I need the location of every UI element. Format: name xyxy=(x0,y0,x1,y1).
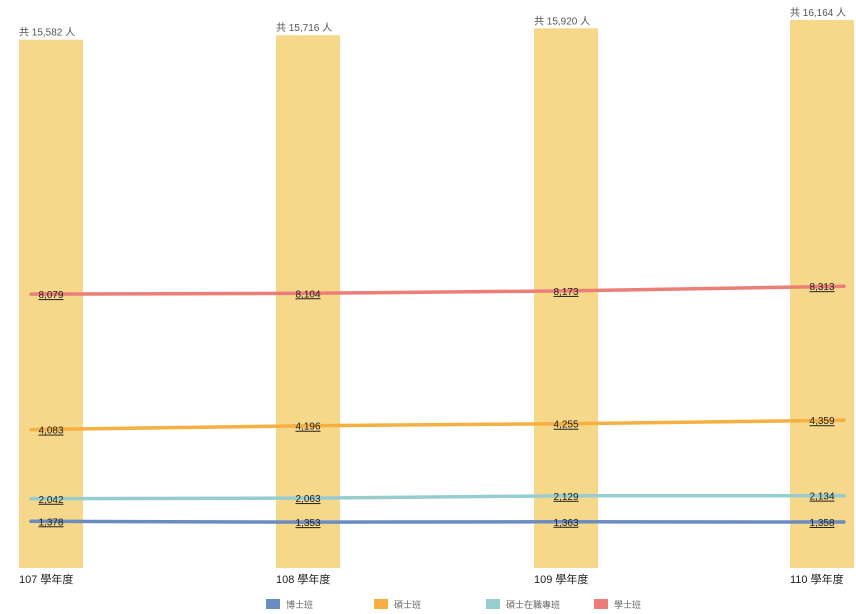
total-bar xyxy=(534,28,598,568)
category-label: 110 學年度 xyxy=(790,572,844,586)
total-bar xyxy=(19,39,83,568)
value-label: 4,255 xyxy=(553,420,578,431)
value-label: 2,042 xyxy=(38,495,63,506)
series-line xyxy=(29,519,846,524)
value-label: 2,134 xyxy=(809,492,834,503)
value-label: 4,196 xyxy=(295,422,320,433)
legend: 博士班 碩士班 碩士在職專班 學士班 xyxy=(266,599,641,610)
value-label: 2,129 xyxy=(553,492,578,503)
total-bar xyxy=(790,20,854,568)
bars-layer xyxy=(19,20,854,569)
legend-label: 博士班 xyxy=(286,599,313,610)
legend-swatch xyxy=(594,599,608,609)
series-line xyxy=(29,418,846,432)
value-label: 1,353 xyxy=(295,518,320,529)
total-label: 共 15,716 人 xyxy=(276,22,332,34)
total-label: 共 15,920 人 xyxy=(534,15,590,27)
value-label: 8,079 xyxy=(38,290,63,301)
value-label: 8,313 xyxy=(809,282,834,293)
value-label: 1,358 xyxy=(809,518,834,529)
legend-label: 學士班 xyxy=(614,599,641,610)
value-label: 4,083 xyxy=(38,426,63,437)
legend-label: 碩士在職專班 xyxy=(506,599,560,610)
value-label: 1,378 xyxy=(38,517,63,528)
category-label: 107 學年度 xyxy=(19,572,73,586)
total-bar xyxy=(276,35,340,569)
series-line xyxy=(29,493,846,501)
value-label: 8,173 xyxy=(553,287,578,298)
category-label: 108 學年度 xyxy=(276,572,330,586)
total-label: 共 16,164 人 xyxy=(790,7,846,19)
category-label: 109 學年度 xyxy=(534,572,588,586)
legend-swatch xyxy=(486,599,500,609)
labels-layer: 共 15,582 人 107 學年度 共 15,716 人 108 學年度 共 15,9… xyxy=(19,7,846,586)
value-label: 4,359 xyxy=(809,416,834,427)
legend-swatch xyxy=(266,599,280,609)
value-label: 1,363 xyxy=(553,518,578,529)
value-label: 8,104 xyxy=(295,289,320,300)
lines-layer xyxy=(29,284,846,524)
value-label: 2,063 xyxy=(295,494,320,505)
legend-swatch xyxy=(374,599,388,609)
legend-label: 碩士班 xyxy=(394,599,421,610)
total-label: 共 15,582 人 xyxy=(19,27,75,39)
series-line xyxy=(29,284,846,296)
